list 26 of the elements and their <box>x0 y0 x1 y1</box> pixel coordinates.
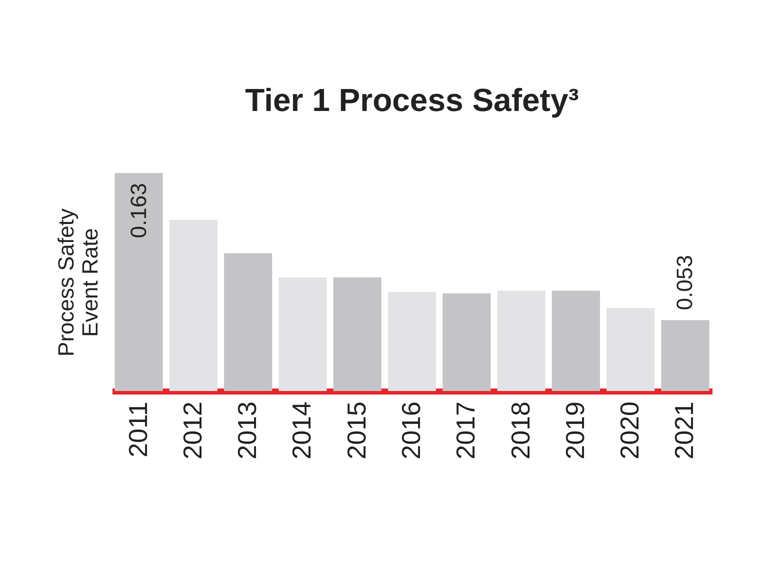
bar <box>278 277 327 391</box>
x-tick-label: 2012 <box>177 402 208 460</box>
data-label: 0.053 <box>672 255 698 310</box>
x-tick-label: 2016 <box>396 402 426 460</box>
x-tick-label: 2011 <box>122 402 153 458</box>
bar <box>497 290 546 391</box>
bar <box>552 290 600 391</box>
bar <box>388 292 436 391</box>
data-label: 0.163 <box>126 183 151 238</box>
x-tick-label: 2015 <box>341 402 372 460</box>
chart-title: Tier 1 Process Safety³ <box>245 82 579 118</box>
x-tick-label: 2013 <box>232 402 262 460</box>
y-axis-title: Process Safety Event Rate <box>54 208 102 356</box>
x-tick-label: 2020 <box>614 402 645 460</box>
bar <box>169 220 218 391</box>
bar <box>224 253 272 391</box>
bar <box>661 320 710 391</box>
bar <box>442 293 491 391</box>
bar <box>114 173 163 391</box>
x-tick-label: 2017 <box>450 402 481 460</box>
x-tick-label: 2021 <box>669 402 700 460</box>
x-tick-label: 2018 <box>505 402 536 460</box>
bar <box>333 277 382 391</box>
x-tick-label: 2019 <box>560 402 590 460</box>
x-tick-label: 2014 <box>286 402 317 460</box>
bar <box>606 308 655 391</box>
